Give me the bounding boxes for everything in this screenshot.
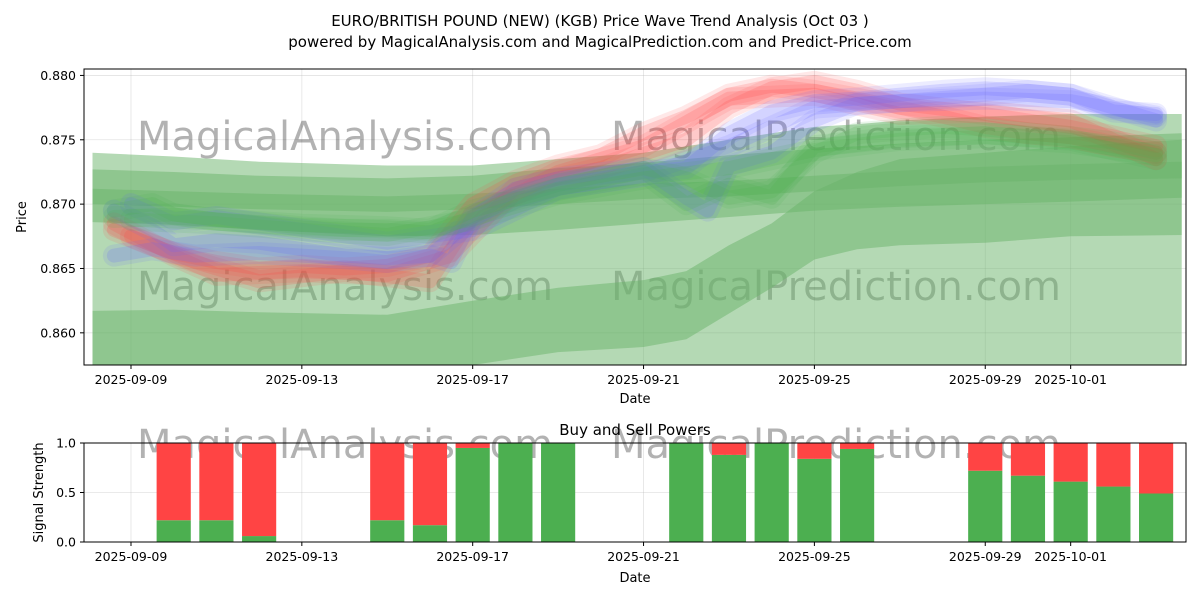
x-tick-label: 2025-09-13 (266, 372, 339, 387)
series-green-wave-2 (106, 126, 1164, 237)
buy-bar (669, 443, 704, 542)
x-tick-label: 2025-09-17 (436, 372, 509, 387)
y-tick-label: 0.865 (40, 261, 76, 276)
sell-bar (1139, 443, 1174, 494)
x-tick-label: 2025-10-01 (1034, 372, 1107, 387)
buy-bar (412, 525, 448, 542)
sell-bar (242, 443, 277, 537)
y-axis-label: Price (15, 201, 30, 233)
series-red-wave-3 (120, 83, 1168, 293)
buy-bar (840, 448, 875, 542)
y-tick-label: 0.860 (40, 325, 76, 340)
sell-bar (968, 443, 1003, 471)
buy-bar (242, 536, 277, 542)
sell-bar (412, 443, 448, 526)
sell-bar (840, 443, 875, 449)
series-red-wave-1 (106, 78, 1164, 276)
buy-bar (455, 447, 490, 542)
x-tick-label: 2025-09-09 (95, 372, 168, 387)
x-tick-label: 2025-09-17 (436, 549, 509, 564)
sell-bar (711, 443, 747, 455)
x-tick-label: 2025-09-29 (949, 549, 1022, 564)
series-red-wave-2 (102, 70, 1168, 286)
x-axis-label: Date (619, 571, 650, 586)
series-blue-wave-3 (124, 91, 1164, 250)
price-panel: MagicalAnalysis.comMagicalPrediction.com… (15, 68, 1187, 407)
y-tick-label: 0.875 (40, 132, 76, 147)
chart-title: EURO/BRITISH POUND (NEW) (KGB) Price Wav… (331, 12, 869, 30)
sell-bar (1053, 443, 1088, 482)
x-tick-label: 2025-09-09 (95, 549, 168, 564)
watermark-text: MagicalAnalysis.com (137, 114, 553, 160)
y-tick-label: 0.870 (40, 197, 76, 212)
x-tick-label: 2025-09-13 (266, 549, 339, 564)
y-tick-label: 1.0 (56, 436, 76, 451)
buy-bar (156, 520, 191, 542)
buy-bar (1053, 481, 1088, 542)
y-tick-label: 0.0 (56, 535, 76, 550)
buy-bar (968, 470, 1003, 542)
series-green-wave-3 (124, 130, 1164, 242)
sell-bar (156, 443, 191, 521)
sell-bar (455, 443, 490, 448)
buy-bar (711, 454, 747, 542)
sell-bar (797, 443, 832, 459)
series-red-wave-2 (106, 74, 1164, 282)
x-tick-label: 2025-09-25 (778, 549, 851, 564)
x-tick-label: 2025-09-29 (949, 372, 1022, 387)
sell-bar (199, 443, 234, 521)
x-axis-label: Date (619, 392, 650, 407)
buy-bar (1096, 486, 1131, 542)
panel-title: Buy and Sell Powers (559, 421, 711, 439)
buy-bar (370, 520, 405, 542)
series-green-wave-3 (120, 126, 1168, 246)
buy-bar (754, 443, 789, 542)
series-blue-wave-2 (102, 79, 1168, 273)
series-blue-wave-1 (102, 77, 1168, 270)
signal-panel: MagicalAnalysis.com MagicalPrediction.com… (32, 421, 1187, 586)
buy-bar (1139, 493, 1174, 542)
series-red-wave-3 (124, 87, 1164, 289)
series-blue-wave-3 (120, 87, 1168, 254)
buy-bar (199, 520, 234, 542)
series-green-wave-1 (102, 115, 1168, 244)
chart-subtitle: powered by MagicalAnalysis.com and Magic… (288, 33, 912, 51)
x-tick-label: 2025-10-01 (1034, 549, 1107, 564)
sell-bar (1010, 443, 1046, 476)
series-green-wave-1 (106, 119, 1164, 240)
buy-bar (541, 443, 576, 542)
y-tick-label: 0.5 (56, 485, 76, 500)
x-tick-label: 2025-09-21 (607, 549, 680, 564)
plot-area (92, 70, 1182, 365)
buy-bar (1010, 475, 1046, 542)
x-tick-label: 2025-09-25 (778, 372, 851, 387)
series-blue-wave-1 (106, 81, 1164, 266)
axes-frame (83, 68, 1187, 366)
y-axis-label: Signal Strength (32, 442, 47, 542)
sell-bar (370, 443, 405, 521)
sell-bar (1096, 443, 1131, 487)
buy-bar (498, 443, 533, 542)
series-red-wave-1 (102, 74, 1168, 280)
band-inner-band (92, 161, 1182, 212)
buy-bar (797, 458, 832, 542)
y-tick-label: 0.880 (40, 68, 76, 83)
series-blue-wave-2 (106, 83, 1164, 269)
x-tick-label: 2025-09-21 (607, 372, 680, 387)
series-green-wave-2 (102, 122, 1168, 241)
